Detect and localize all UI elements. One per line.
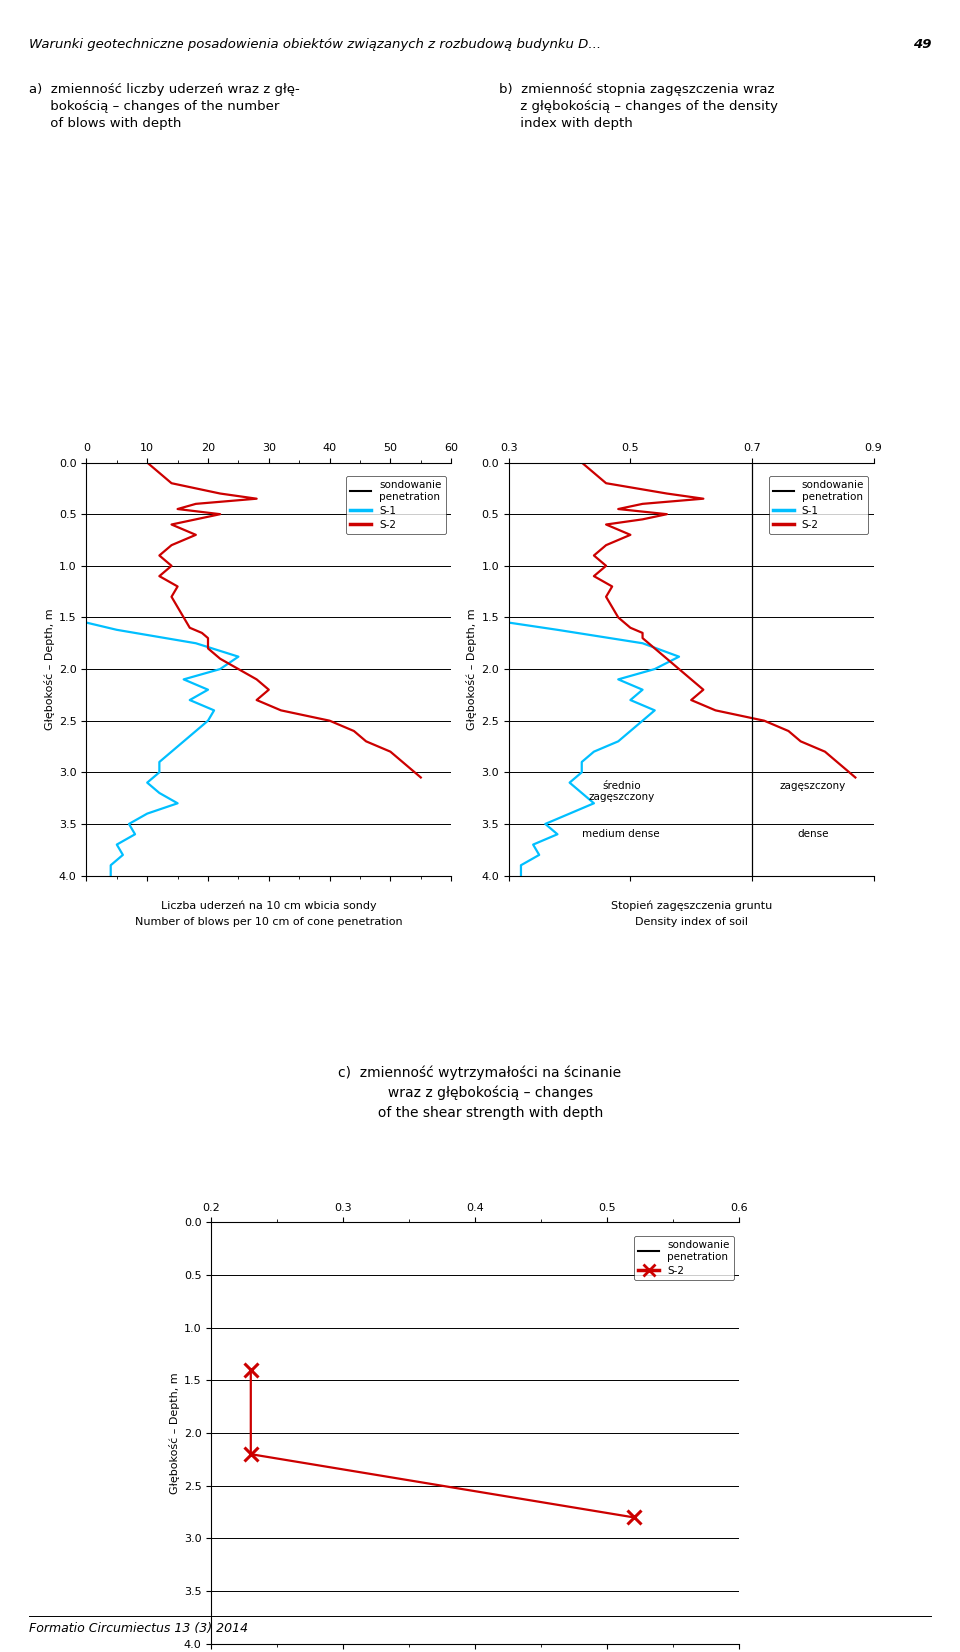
Y-axis label: Głębokość – Depth, m: Głębokość – Depth, m bbox=[467, 608, 477, 730]
Text: b)  zmienność stopnia zagęszczenia wraz
     z głębokością – changes of the dens: b) zmienność stopnia zagęszczenia wraz z… bbox=[499, 83, 779, 129]
Text: Liczba uderzeń na 10 cm wbicia sondy: Liczba uderzeń na 10 cm wbicia sondy bbox=[161, 900, 376, 910]
Y-axis label: Głębokość – Depth, m: Głębokość – Depth, m bbox=[44, 608, 55, 730]
Text: średnio
zagęszczony: średnio zagęszczony bbox=[588, 781, 655, 803]
Y-axis label: Głębokość – Depth, m: Głębokość – Depth, m bbox=[169, 1373, 180, 1493]
Text: zagęszczony: zagęszczony bbox=[780, 781, 846, 791]
Text: Stopień zagęszczenia gruntu: Stopień zagęszczenia gruntu bbox=[611, 900, 772, 910]
Text: c)  zmienność wytrzymałości na ścinanie
     wraz z głębokością – changes
     o: c) zmienność wytrzymałości na ścinanie w… bbox=[339, 1066, 621, 1120]
Text: a)  zmienność liczby uderzeń wraz z głę-
     bokością – changes of the number
 : a) zmienność liczby uderzeń wraz z głę- … bbox=[29, 83, 300, 129]
Text: dense: dense bbox=[797, 829, 828, 839]
Text: Number of blows per 10 cm of cone penetration: Number of blows per 10 cm of cone penetr… bbox=[135, 917, 402, 927]
Text: Density index of soil: Density index of soil bbox=[635, 917, 748, 927]
Legend: sondowanie
penetration, S-2: sondowanie penetration, S-2 bbox=[635, 1236, 734, 1280]
Legend: sondowanie
penetration, S-1, S-2: sondowanie penetration, S-1, S-2 bbox=[347, 476, 446, 534]
Text: Warunki geotechniczne posadowienia obiektów związanych z rozbudową budynku D...: Warunki geotechniczne posadowienia obiek… bbox=[29, 38, 601, 51]
Text: medium dense: medium dense bbox=[583, 829, 660, 839]
Legend: sondowanie
penetration, S-1, S-2: sondowanie penetration, S-1, S-2 bbox=[769, 476, 869, 534]
Text: Formatio Circumiectus 13 (3) 2014: Formatio Circumiectus 13 (3) 2014 bbox=[29, 1622, 248, 1635]
Text: 49: 49 bbox=[913, 38, 931, 51]
